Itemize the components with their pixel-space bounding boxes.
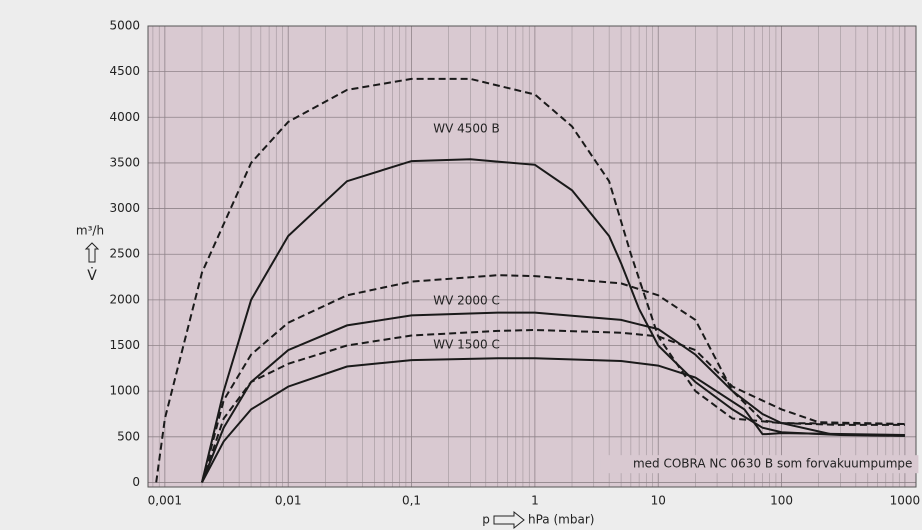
- annotation: WV 1500 C: [433, 338, 500, 352]
- x-tick-label: 10: [651, 494, 666, 508]
- curve: [201, 158, 905, 483]
- annotation: med COBRA NC 0630 B som forvakuumpumpe: [633, 457, 912, 471]
- curve: [201, 328, 905, 483]
- annotation: WV 2000 C: [433, 294, 500, 308]
- x-tick-label: 1: [531, 494, 539, 508]
- y-tick-label: 2500: [109, 247, 140, 261]
- y-tick-label: 1500: [109, 338, 140, 352]
- curve: [201, 274, 905, 483]
- plot-border: [147, 25, 917, 488]
- y-tick-label: 5000: [109, 19, 140, 33]
- y-tick-label: 3000: [109, 201, 140, 215]
- x-tick-label: 0,001: [148, 494, 182, 508]
- y-axis-label: m³/h: [76, 224, 104, 238]
- y-tick-label: 500: [117, 429, 140, 443]
- y-tick-label: 2000: [109, 292, 140, 306]
- annotation-bg: [600, 455, 919, 474]
- y-tick-label: 3500: [109, 155, 140, 169]
- annotation: WV 4500 B: [433, 122, 499, 136]
- curve: [155, 77, 905, 483]
- y-symbol: V̇: [87, 267, 97, 284]
- y-tick-label: 4000: [109, 110, 140, 124]
- x-axis-label: hPa (mbar): [528, 513, 594, 527]
- x-tick-label: 0,1: [402, 494, 421, 508]
- x-axis-p: p: [482, 513, 490, 527]
- y-arrow: [84, 242, 100, 263]
- curve: [201, 311, 905, 483]
- y-tick-label: 0: [132, 475, 140, 489]
- x-arrow: [493, 510, 525, 530]
- x-tick-label: 1000: [890, 494, 921, 508]
- x-tick-label: 0,01: [275, 494, 302, 508]
- y-tick-label: 1000: [109, 384, 140, 398]
- curve: [201, 357, 905, 483]
- x-tick-label: 100: [770, 494, 793, 508]
- plot-area: [148, 26, 916, 487]
- y-tick-label: 4500: [109, 64, 140, 78]
